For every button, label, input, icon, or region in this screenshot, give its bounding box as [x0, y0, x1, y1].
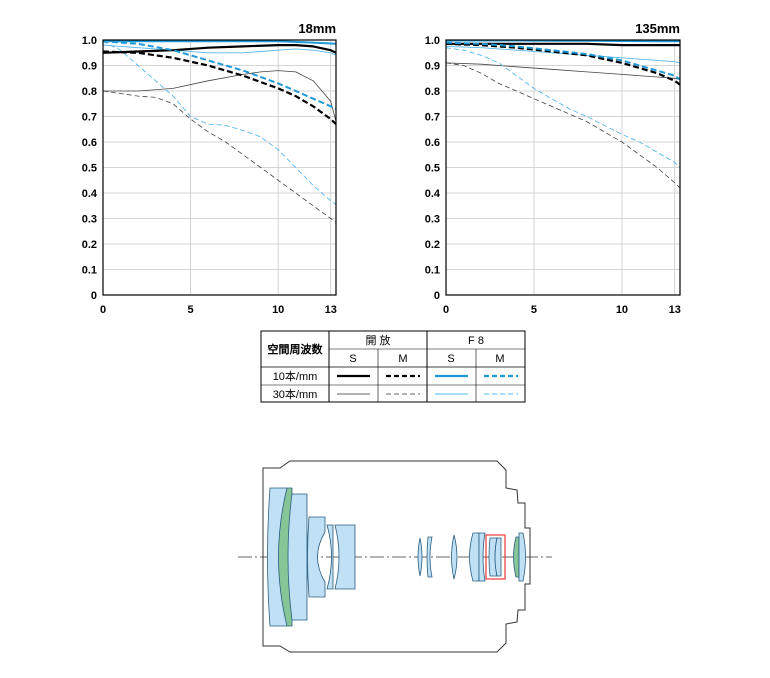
lens-element: [326, 524, 334, 590]
series-line: [103, 40, 337, 45]
legend-sub-s: S: [447, 353, 454, 365]
y-tick-label: 0.6: [82, 137, 97, 149]
legend-row-header: 空間周波数: [268, 342, 324, 356]
lens-element-ed: [513, 536, 520, 578]
series-line: [102, 40, 337, 110]
y-tick-label: 0.7: [425, 112, 440, 124]
lens-element-ed: [278, 487, 293, 627]
series-line: [102, 50, 337, 125]
x-tick-label: 5: [188, 304, 194, 316]
legend-row-30: 30本/mm: [273, 387, 318, 401]
y-tick-labels: 0 0.1 0.2 0.3 0.4 0.5 0.6 0.7 0.8 0.9 1.0: [82, 35, 98, 302]
y-tick-label: 0: [91, 290, 97, 302]
y-tick-label: 0.6: [425, 137, 440, 149]
x-tick-label: 0: [100, 304, 106, 316]
legend-sub-s: S: [349, 353, 356, 365]
y-tick-label: 0.2: [82, 239, 97, 251]
lens-element: [307, 516, 326, 598]
series-line: [445, 47, 681, 168]
y-tick-label: 0.8: [425, 86, 440, 98]
lens-element: [334, 524, 356, 590]
y-tick-label: 1.0: [82, 35, 97, 47]
x-tick-labels: 0 5 10 13: [100, 304, 337, 316]
y-tick-labels: 0 0.1 0.2 0.3 0.4 0.5 0.6 0.7 0.8 0.9 1.0: [425, 35, 441, 302]
lens-element: [287, 493, 308, 621]
y-tick-label: 0.8: [82, 86, 97, 98]
aspherical-group-box: [485, 534, 506, 580]
x-tick-label: 13: [669, 304, 681, 316]
legend-sub-m: M: [398, 353, 407, 365]
plot-frame: [102, 39, 337, 296]
series-line: [102, 40, 337, 205]
y-tick-label: 0.3: [425, 214, 440, 226]
x-tick-label: 13: [325, 304, 337, 316]
y-tick-label: 0.4: [425, 188, 441, 200]
series-line: [445, 62, 681, 189]
y-tick-label: 0.5: [425, 163, 440, 175]
lens-element: [518, 532, 526, 582]
y-tick-label: 0.5: [82, 163, 97, 175]
y-tick-label: 0.7: [82, 112, 97, 124]
y-tick-label: 0.2: [425, 239, 440, 251]
legend-group-open: 開 放: [365, 333, 390, 347]
series-line: [446, 39, 680, 43]
x-tick-labels: 0 5 10 13: [443, 304, 681, 316]
legend-sub-m: M: [495, 353, 504, 365]
lens-element: [494, 537, 502, 577]
legend-table: 空間周波数 開 放 F 8 S M S M 10本/mm 30本/mm: [260, 330, 526, 403]
series-line: [102, 90, 337, 223]
lens-element: [417, 537, 423, 577]
chart-title: 18mm: [298, 21, 336, 36]
lens-barrel-outline: [262, 460, 531, 653]
y-tick-label: 0.4: [82, 188, 98, 200]
legend-border: [260, 330, 526, 403]
x-tick-label: 10: [616, 304, 628, 316]
y-tick-label: 0.9: [82, 61, 97, 73]
y-tick-label: 0.9: [425, 61, 440, 73]
y-tick-label: 0.1: [82, 265, 97, 277]
lens-element: [469, 532, 480, 582]
y-tick-label: 0: [434, 290, 440, 302]
lens-element: [478, 532, 486, 582]
x-tick-label: 0: [443, 304, 449, 316]
series-line: [102, 43, 337, 54]
y-tick-label: 1.0: [425, 35, 440, 47]
plot-frame: [445, 39, 681, 296]
lens-element: [451, 534, 458, 580]
series-line: [445, 45, 681, 64]
mtf-chart-18mm: 0 0.1 0.2 0.3 0.4 0.5 0.6 0.7 0.8 0.9 1.0 0 5 10 13 1…: [82, 21, 337, 316]
mtf-chart-135mm: 0 0.1 0.2 0.3 0.4 0.5 0.6 0.7 0.8 0.9 1.0 0 5 10 13 1…: [425, 21, 681, 316]
x-tick-label: 10: [272, 304, 284, 316]
y-tick-label: 0.1: [425, 265, 440, 277]
legend-row-10: 10本/mm: [273, 369, 318, 383]
lens-element: [426, 536, 433, 578]
y-tick-label: 0.3: [82, 214, 97, 226]
series-line: [103, 70, 337, 122]
lens-construction-diagram: [238, 460, 552, 653]
chart-title: 135mm: [635, 21, 680, 36]
x-tick-label: 5: [531, 304, 537, 316]
series-line: [102, 44, 337, 56]
series-group: [102, 40, 337, 223]
legend-group-f8: F 8: [468, 335, 484, 347]
